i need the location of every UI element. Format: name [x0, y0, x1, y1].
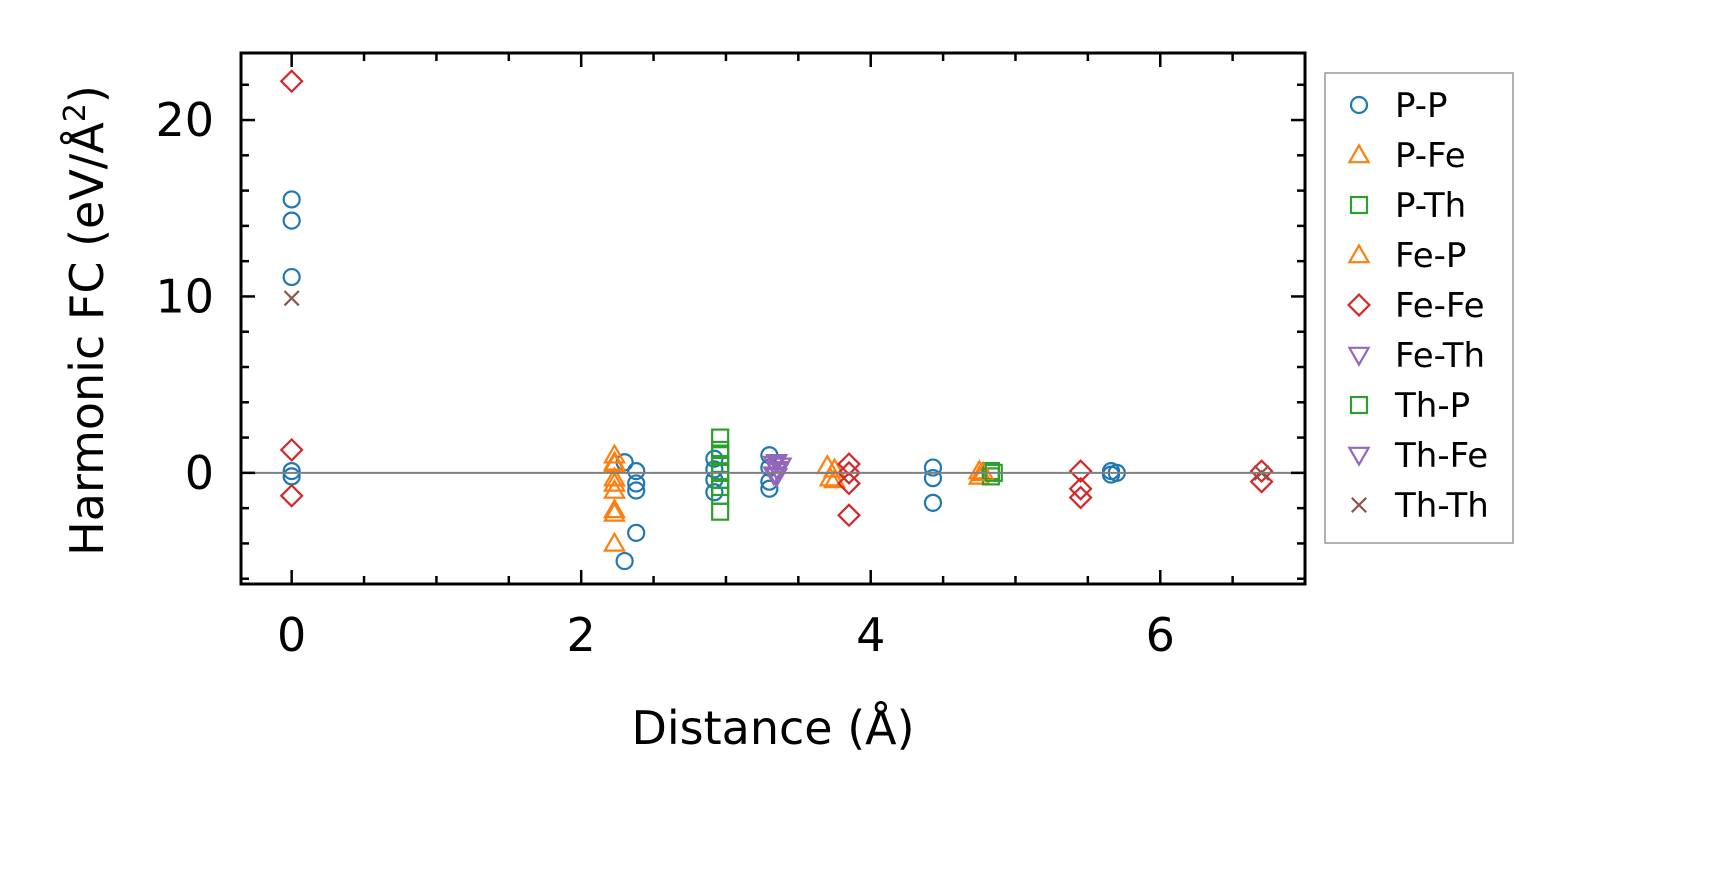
- legend-entry: P-P: [1349, 86, 1448, 126]
- x-tick-label: 4: [856, 608, 885, 662]
- legend-marker: [1349, 95, 1369, 115]
- data-point: [283, 290, 300, 307]
- data-point: [602, 450, 626, 471]
- data-point: [760, 479, 779, 498]
- legend-marker: [1347, 293, 1371, 317]
- y-tick-label: 10: [155, 269, 214, 323]
- data-point: [282, 267, 301, 287]
- data-point: [282, 211, 301, 230]
- data-point: [967, 459, 991, 480]
- legend-entry: Th-P: [1349, 386, 1470, 426]
- data-point: [762, 466, 786, 487]
- data-point: [602, 501, 626, 522]
- legend-label: Th-Th: [1394, 486, 1489, 526]
- y-axis-label-superscript: 2: [58, 103, 93, 122]
- data-point: [711, 428, 730, 447]
- data-point: [711, 446, 730, 465]
- legend-label: Th-P: [1394, 386, 1470, 426]
- data-point: [967, 464, 991, 485]
- data-point: [627, 523, 646, 542]
- legend-label: P-Th: [1395, 186, 1466, 226]
- x-axis-label: Distance (Å): [631, 701, 914, 755]
- data-point: [1249, 459, 1274, 484]
- x-tick-label: 6: [1146, 608, 1175, 662]
- data-point: [711, 502, 730, 521]
- data-point: [279, 437, 304, 462]
- data-point: [627, 474, 646, 493]
- data-point: [823, 457, 847, 478]
- legend-marker: [1347, 243, 1371, 264]
- legend-entry: P-Fe: [1347, 136, 1466, 176]
- data-point: [602, 471, 626, 492]
- legend: P-P P-Fe P-Th Fe-P Fe-Fe Fe-Th Th-P Th-Fe Th-Th: [1324, 72, 1514, 544]
- series-fe-fe: [279, 69, 1274, 528]
- data-point: [602, 531, 626, 552]
- data-point: [627, 481, 646, 500]
- legend-entry: P-Th: [1349, 186, 1466, 226]
- data-point: [837, 503, 861, 528]
- data-point: [837, 471, 861, 496]
- data-point: [711, 477, 730, 497]
- data-point: [282, 190, 301, 209]
- legend-label: Fe-Th: [1395, 336, 1485, 376]
- legend-entry: Th-Th: [1351, 486, 1489, 526]
- plot-frame: [239, 51, 1307, 586]
- legend-marker: [1347, 346, 1371, 367]
- x-tick-label: 0: [277, 608, 306, 662]
- data-point: [602, 466, 626, 487]
- y-axis-label-main: Harmonic FC (eV/Å: [60, 122, 114, 556]
- series-p-fe: [602, 443, 991, 552]
- data-point: [602, 498, 626, 519]
- legend-label: P-P: [1395, 86, 1448, 126]
- data-point: [823, 468, 847, 489]
- legend-entry: Th-Fe: [1347, 436, 1488, 476]
- data-point: [1068, 485, 1093, 510]
- series-p-p: [282, 190, 1126, 571]
- data-point: [923, 469, 943, 488]
- data-point: [923, 458, 943, 477]
- legend-marker: [1349, 195, 1369, 215]
- data-point: [279, 69, 304, 94]
- legend-marker: [1347, 143, 1371, 164]
- data-point: [1068, 476, 1093, 501]
- data-point: [923, 493, 943, 512]
- legend-entry: Fe-P: [1347, 236, 1466, 276]
- y-tick-label: 20: [155, 93, 214, 147]
- data-point: [279, 483, 304, 508]
- x-tick-label: 2: [567, 608, 596, 662]
- data-point: [615, 551, 634, 571]
- tick-labels: 0 2 4 6 0 10 20: [155, 93, 1174, 662]
- legend-marker: [1347, 446, 1371, 467]
- legend-label: P-Fe: [1395, 136, 1466, 176]
- data-point: [981, 467, 1000, 486]
- data-point: [1068, 459, 1093, 484]
- data-point: [1249, 469, 1274, 494]
- y-tick-label: 0: [185, 446, 214, 500]
- data-point: [705, 483, 724, 502]
- legend-label: Th-Fe: [1394, 436, 1488, 476]
- data-point: [972, 461, 996, 482]
- y-axis-label-end: ): [60, 85, 114, 103]
- series-fe-p: [602, 450, 996, 522]
- data-point: [837, 460, 861, 485]
- legend-entry: Fe-Th: [1347, 336, 1485, 376]
- legend-marker: [1351, 497, 1367, 513]
- legend-marker: [1349, 395, 1369, 415]
- data-point: [282, 461, 301, 481]
- legend-label: Fe-Fe: [1395, 286, 1485, 326]
- data-point: [627, 461, 646, 481]
- legend-entry: Fe-Fe: [1347, 286, 1485, 326]
- data-point: [602, 443, 626, 464]
- legend-label: Fe-P: [1395, 236, 1466, 276]
- data-point: [705, 460, 724, 479]
- axis-ticks: [241, 53, 1307, 584]
- data-point: [602, 478, 626, 499]
- y-axis-label: Harmonic FC (eV/Å2): [58, 85, 114, 556]
